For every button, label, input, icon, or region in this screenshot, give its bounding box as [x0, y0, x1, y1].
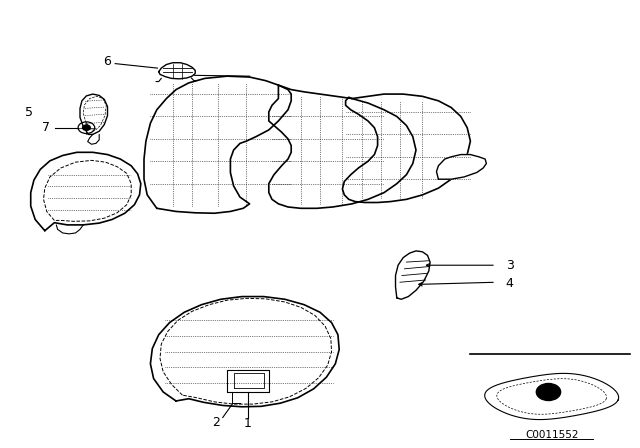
- Text: 5: 5: [25, 106, 33, 120]
- Polygon shape: [269, 85, 416, 208]
- Circle shape: [536, 383, 561, 401]
- Text: 6: 6: [104, 55, 111, 69]
- Text: 3: 3: [506, 258, 513, 272]
- Text: 7: 7: [42, 121, 50, 134]
- Text: 4: 4: [506, 276, 513, 290]
- Circle shape: [83, 125, 90, 130]
- Polygon shape: [159, 63, 195, 79]
- Polygon shape: [150, 297, 339, 407]
- Polygon shape: [80, 94, 108, 134]
- Polygon shape: [31, 152, 141, 231]
- Polygon shape: [396, 251, 430, 299]
- Polygon shape: [342, 94, 470, 202]
- Text: C0011552: C0011552: [525, 431, 579, 440]
- Text: 2: 2: [212, 415, 220, 429]
- Text: 1: 1: [244, 417, 252, 430]
- Polygon shape: [144, 76, 291, 213]
- Polygon shape: [436, 155, 486, 179]
